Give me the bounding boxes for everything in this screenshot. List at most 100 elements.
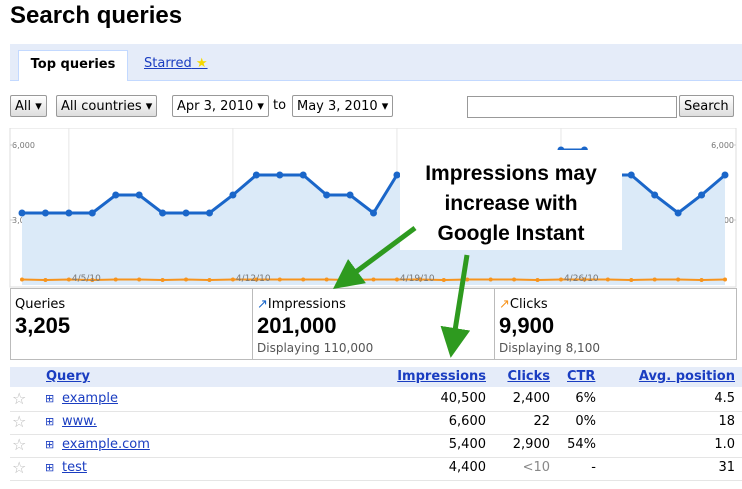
point	[418, 277, 423, 282]
x-tick-label: 4/19/10	[400, 274, 435, 284]
point	[558, 277, 563, 282]
star-icon[interactable]: ☆	[12, 435, 27, 454]
y-tick-label: 6,000	[12, 141, 35, 150]
query-link[interactable]: example	[62, 391, 118, 406]
point	[674, 209, 682, 217]
ctr-cell: 54%	[567, 437, 596, 452]
point	[324, 277, 329, 282]
query-link[interactable]: test	[62, 460, 87, 475]
query-link[interactable]: example.com	[62, 437, 150, 452]
point	[465, 277, 470, 282]
point	[20, 277, 24, 282]
query-link[interactable]: www.	[62, 414, 97, 429]
point	[371, 277, 376, 282]
point	[651, 191, 659, 199]
point	[346, 191, 354, 199]
summary-value: 9,900	[499, 313, 555, 338]
clicks-cell: 2,400	[512, 391, 550, 406]
summary-label: ↗Clicks	[499, 297, 548, 312]
point	[88, 209, 96, 217]
point	[277, 277, 282, 282]
search-input[interactable]	[467, 96, 677, 118]
point	[393, 171, 401, 179]
summary-label: ↗Impressions	[257, 297, 346, 312]
point	[488, 277, 493, 282]
star-icon[interactable]: ☆	[12, 458, 27, 477]
expand-icon[interactable]: ⊞	[45, 415, 55, 428]
expand-icon[interactable]: ⊞	[45, 438, 55, 451]
point	[205, 209, 213, 217]
point	[182, 209, 190, 217]
point	[65, 209, 73, 217]
summary-value: 3,205	[15, 313, 71, 338]
point	[512, 277, 517, 282]
point	[301, 277, 306, 282]
tab-bar	[10, 44, 742, 81]
expand-icon[interactable]: ⊞	[45, 461, 55, 474]
clicks-cell: 22	[533, 414, 550, 429]
x-tick-label: 4/12/10	[236, 274, 271, 284]
star-icon[interactable]: ☆	[12, 389, 27, 408]
date-label: May 3, 2010	[297, 99, 378, 114]
date-input[interactable]: Apr 3, 2010 ▾	[172, 95, 269, 117]
point	[699, 278, 704, 282]
point	[18, 209, 26, 217]
point	[627, 171, 635, 179]
point	[207, 278, 212, 282]
point	[323, 191, 331, 199]
point	[348, 278, 353, 282]
point	[370, 209, 377, 217]
column-header[interactable]: Clicks	[507, 369, 550, 384]
position-cell: 18	[718, 414, 735, 429]
dropdown-label: All	[15, 99, 32, 114]
point	[43, 278, 48, 282]
chart-frame	[9, 128, 737, 288]
point	[252, 171, 260, 179]
star-icon[interactable]: ☆	[12, 412, 27, 431]
point	[676, 277, 681, 282]
point	[66, 277, 71, 282]
clicks-cell: 2,900	[512, 437, 550, 452]
point	[723, 277, 727, 282]
search-button[interactable]: Search	[679, 95, 734, 117]
position-cell: 4.5	[714, 391, 735, 406]
table-row	[10, 435, 742, 458]
summary-box: ↗Clicks 9,900 Displaying 8,100	[494, 288, 737, 360]
dropdown[interactable]: All ▾	[10, 95, 47, 117]
summary-sub: Displaying 110,000	[257, 341, 374, 355]
impressions-cell: 5,400	[448, 437, 486, 452]
expand-icon[interactable]: ⊞	[45, 392, 55, 405]
to-label: to	[273, 98, 287, 113]
point	[510, 171, 518, 179]
point	[605, 277, 610, 282]
summary-sub: Displaying 8,100	[499, 341, 600, 355]
tab-label[interactable]: Starred	[144, 56, 192, 71]
dropdown[interactable]: All countries ▾	[56, 95, 158, 117]
x-tick-label: 4/5/10	[72, 274, 101, 284]
point	[394, 277, 399, 282]
ctr-cell: -	[591, 460, 596, 475]
point	[160, 278, 165, 282]
summary-box: ↗Impressions 201,000 Displaying 110,000	[252, 288, 495, 360]
column-header[interactable]: CTR	[567, 369, 596, 384]
point	[299, 171, 307, 179]
area	[22, 150, 725, 285]
point	[159, 209, 167, 217]
column-header[interactable]: Query	[46, 369, 91, 384]
table-row	[10, 412, 742, 435]
column-header[interactable]: Avg. position	[638, 369, 735, 384]
point	[416, 171, 424, 179]
point	[721, 171, 729, 179]
point	[698, 191, 706, 199]
point	[254, 277, 259, 282]
tab[interactable]: Starred ★	[144, 56, 208, 71]
date-input[interactable]: May 3, 2010 ▾	[292, 95, 394, 117]
point	[534, 171, 542, 179]
summary-box: Queries 3,205	[10, 288, 253, 360]
column-header[interactable]: Impressions	[397, 369, 486, 384]
y2-tick-label: 6,000	[711, 141, 734, 150]
point	[652, 277, 657, 282]
clicks-cell: <10	[522, 460, 550, 475]
tab[interactable]: Top queries	[18, 50, 128, 81]
